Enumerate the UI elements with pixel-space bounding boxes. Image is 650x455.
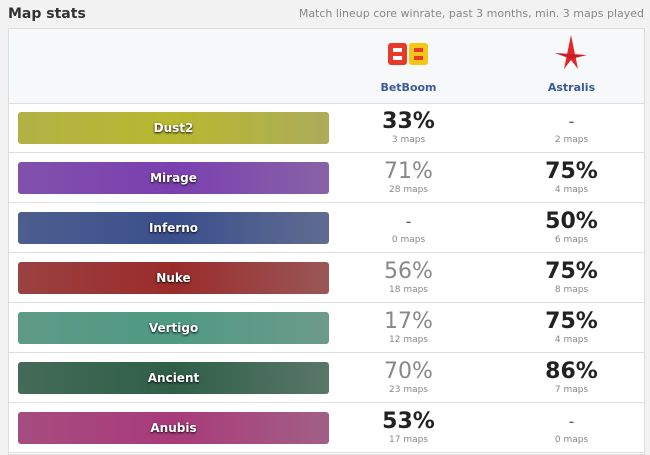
winrate-cell: 17% 12 maps — [336, 309, 481, 345]
map-banner: Mirage — [18, 162, 329, 194]
maps-played: 2 maps — [554, 135, 589, 145]
team-name: BetBoom — [380, 81, 437, 94]
map-row: Mirage 71% 28 maps 75% 4 maps — [9, 153, 644, 203]
maps-played: 28 maps — [389, 185, 428, 195]
winrate: 56% — [384, 259, 433, 284]
winrate-cell: 75% 4 maps — [499, 309, 644, 345]
maps-played: 0 maps — [391, 235, 426, 245]
winrate: 75% — [545, 259, 598, 284]
winrate-cell: - 2 maps — [499, 109, 644, 145]
stats-table: BetBoom Astralis Dust2 33% 3 maps -2 maps Mi… — [8, 28, 645, 455]
winrate-cell: 86% 7 maps — [499, 359, 644, 395]
maps-played: 3 maps — [391, 135, 426, 145]
betboom-logo — [388, 43, 428, 65]
maps-played: 12 maps — [389, 335, 428, 345]
winrate-cell: 56% 18 maps — [336, 259, 481, 295]
map-row: Dust2 33% 3 maps -2 maps — [9, 103, 644, 153]
maps-played: 0 maps — [554, 435, 589, 445]
winrate-cell: 75% 8 maps — [499, 259, 644, 295]
map-row: Ancient 70% 23 maps 86% 7 maps — [9, 353, 644, 403]
winrate: 17% — [384, 309, 433, 334]
winrate-cell: 70% 23 maps — [336, 359, 481, 395]
map-banner: Anubis — [18, 412, 329, 444]
winrate-cell: - 0 maps — [336, 209, 481, 245]
winrate-cell: 53% 17 maps — [336, 409, 481, 445]
table-header: BetBoom Astralis — [9, 29, 644, 104]
winrate: 75% — [545, 309, 598, 334]
winrate: 50% — [545, 209, 598, 234]
map-row: Nuke 56% 18 maps 75% 8 maps — [9, 253, 644, 303]
maps-played: 8 maps — [554, 285, 589, 295]
winrate: - — [568, 112, 575, 131]
winrate: 53% — [382, 409, 435, 434]
map-banner: Nuke — [18, 262, 329, 294]
maps-played: 6 maps — [554, 235, 589, 245]
maps-played: 4 maps — [554, 185, 589, 195]
maps-played: 17 maps — [389, 435, 428, 445]
subtitle: Match lineup core winrate, past 3 months… — [298, 7, 644, 20]
winrate: 71% — [384, 159, 433, 184]
map-banner: Ancient — [18, 362, 329, 394]
team-name: Astralis — [547, 81, 596, 94]
winrate: - — [568, 412, 575, 431]
winrate-cell: 71% 28 maps — [336, 159, 481, 195]
winrate: 70% — [384, 359, 433, 384]
map-row: Vertigo 17% 12 maps 75% 4 maps — [9, 303, 644, 353]
winrate: 33% — [382, 109, 435, 134]
winrate-cell: 75% 4 maps — [499, 159, 644, 195]
map-banner: Vertigo — [18, 312, 329, 344]
winrate: 75% — [545, 159, 598, 184]
map-banner: Inferno — [18, 212, 329, 244]
winrate-cell: 33% 3 maps — [336, 109, 481, 145]
winrate-cell: 50% 6 maps — [499, 209, 644, 245]
maps-played: 7 maps — [554, 385, 589, 395]
astralis-logo — [555, 35, 587, 69]
maps-played: 23 maps — [389, 385, 428, 395]
maps-played: 18 maps — [389, 285, 428, 295]
winrate-cell: - 0 maps — [499, 409, 644, 445]
title: Map stats — [8, 6, 86, 22]
maps-played: 4 maps — [554, 335, 589, 345]
winrate: 86% — [545, 359, 598, 384]
map-row: Anubis 53% 17 maps -0 maps — [9, 403, 644, 453]
map-row: Inferno - 0 maps 50% 6 maps — [9, 203, 644, 253]
map-banner: Dust2 — [18, 112, 329, 144]
winrate: - — [405, 212, 412, 231]
